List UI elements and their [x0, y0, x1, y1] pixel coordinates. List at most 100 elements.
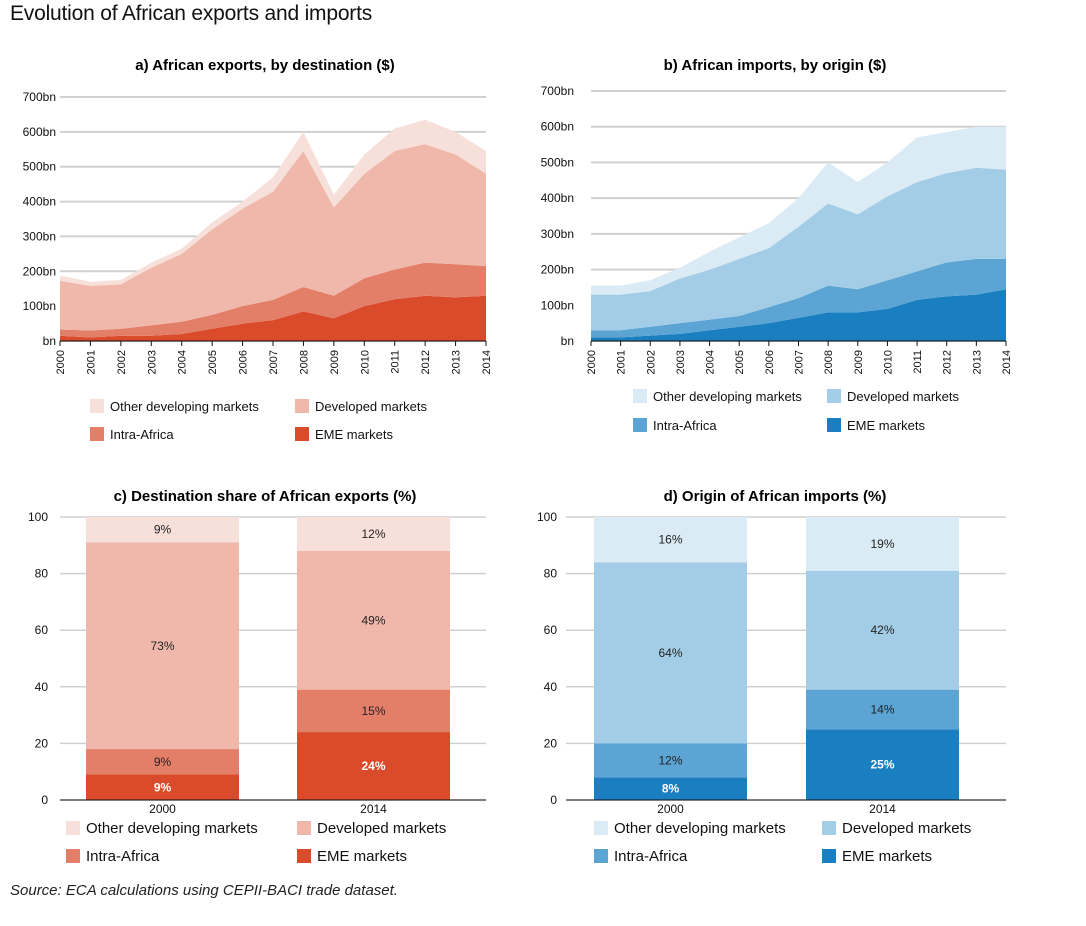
data-label-eme-markets-2014: 24% — [361, 759, 385, 773]
x-tick-label: 2004 — [705, 350, 717, 374]
legend-swatch-intra-africa — [66, 849, 80, 863]
y-tick-label: 0 — [41, 793, 48, 807]
area-eme-markets — [60, 295, 486, 341]
data-label-eme-markets-2014: 25% — [870, 758, 894, 772]
panel-c-destination-share: c) Destination share of African exports … — [28, 488, 486, 865]
bar-segment-other-developing-markets-2000 — [86, 517, 239, 543]
legend-label-other-developing-markets: Other developing markets — [614, 820, 786, 837]
bar-segment-developed-markets-2014 — [297, 550, 450, 690]
data-label-other-developing-markets-2000: 16% — [658, 533, 682, 547]
x-tick-label: 2007 — [794, 350, 806, 374]
source-note: Source: ECA calculations using CEPII-BAC… — [10, 882, 398, 899]
y-tick-label: 400bn — [23, 195, 56, 209]
x-tick-label: 2003 — [146, 350, 158, 374]
area-intra-africa — [591, 258, 1006, 338]
panel-b-imports-by-origin: b) African imports, by origin ($) bn 100bn… — [541, 57, 1013, 433]
legend-label-developed-markets: Developed markets — [315, 399, 427, 414]
bar-segment-developed-markets-2000 — [594, 562, 747, 744]
data-label-other-developing-markets-2014: 19% — [870, 537, 894, 551]
legend-label-developed-markets: Developed markets — [317, 820, 446, 837]
y-tick-label: 40 — [544, 680, 558, 694]
y-tick-label: 500bn — [23, 160, 56, 174]
legend-label-other-developing-markets: Other developing markets — [86, 820, 258, 837]
legend-swatch-other-developing-markets — [66, 821, 80, 835]
bar-segment-intra-africa-2000 — [594, 743, 747, 778]
legend-label-eme-markets: EME markets — [847, 418, 926, 433]
bar-segment-eme-markets-2014 — [297, 732, 450, 800]
x-tick-label: 2010 — [359, 350, 371, 374]
x-tick-label: 2000 — [55, 350, 67, 374]
legend-label-intra-africa: Intra-Africa — [110, 427, 174, 442]
panel-title: c) Destination share of African exports … — [114, 488, 417, 505]
y-tick-label: bn — [43, 334, 56, 348]
legend-swatch-developed-markets — [822, 821, 836, 835]
x-tick-label: 2011 — [390, 350, 402, 374]
x-tick-label: 2006 — [764, 350, 776, 374]
x-tick-label: 2004 — [177, 350, 189, 374]
x-category-label: 2014 — [360, 802, 387, 816]
x-tick-label: 2013 — [971, 350, 983, 374]
legend-label-eme-markets: EME markets — [315, 427, 394, 442]
x-category-label: 2000 — [657, 802, 684, 816]
x-tick-label: 2000 — [586, 350, 598, 374]
y-tick-label: 500bn — [541, 155, 574, 169]
y-tick-label: 200bn — [23, 264, 56, 278]
data-label-developed-markets-2000: 64% — [658, 646, 682, 660]
data-label-eme-markets-2000: 9% — [154, 780, 172, 794]
y-tick-label: 600bn — [23, 125, 56, 139]
x-tick-label: 2009 — [853, 350, 865, 374]
y-tick-label: 600bn — [541, 120, 574, 134]
y-tick-label: 80 — [35, 567, 49, 581]
panel-d-origin-share: d) Origin of African imports (%) 0 20 40 60 8… — [537, 488, 1006, 865]
x-tick-label: 2001 — [616, 350, 628, 374]
data-label-intra-africa-2000: 12% — [658, 753, 682, 767]
legend-label-eme-markets: EME markets — [842, 848, 932, 865]
y-tick-label: 300bn — [541, 227, 574, 241]
x-category-label: 2014 — [869, 802, 896, 816]
x-tick-label: 2005 — [207, 350, 219, 374]
legend-swatch-intra-africa — [594, 849, 608, 863]
y-tick-label: 200bn — [541, 263, 574, 277]
legend-swatch-intra-africa — [633, 418, 647, 432]
y-tick-label: 40 — [35, 680, 49, 694]
y-tick-label: 0 — [550, 793, 557, 807]
x-tick-label: 2001 — [85, 350, 97, 374]
bar-segment-eme-markets-2000 — [86, 774, 239, 800]
x-tick-label: 2012 — [942, 350, 954, 374]
panel-title: a) African exports, by destination ($) — [135, 57, 395, 74]
x-tick-label: 2014 — [481, 350, 493, 374]
legend-swatch-intra-africa — [90, 427, 104, 441]
data-label-intra-africa-2000: 9% — [154, 755, 172, 769]
y-tick-label: 80 — [544, 567, 558, 581]
data-label-developed-markets-2000: 73% — [150, 639, 174, 653]
area-developed-markets — [591, 167, 1006, 331]
bar-segment-intra-africa-2000 — [86, 749, 239, 775]
data-label-other-developing-markets-2014: 12% — [361, 527, 385, 541]
x-tick-label: 2014 — [1001, 350, 1013, 374]
y-tick-label: 400bn — [541, 191, 574, 205]
area-developed-markets — [60, 144, 486, 331]
data-label-eme-markets-2000: 8% — [662, 782, 680, 796]
x-tick-label: 2002 — [645, 350, 657, 374]
x-tick-label: 2008 — [823, 350, 835, 374]
area-eme-markets — [591, 289, 1006, 341]
legend-swatch-developed-markets — [827, 389, 841, 403]
data-label-other-developing-markets-2000: 9% — [154, 523, 172, 537]
data-label-intra-africa-2014: 14% — [870, 702, 894, 716]
y-tick-label: 100bn — [23, 299, 56, 313]
x-tick-label: 2009 — [329, 350, 341, 374]
x-category-label: 2000 — [149, 802, 176, 816]
page-title: Evolution of African exports and imports — [10, 2, 373, 25]
legend-swatch-developed-markets — [297, 821, 311, 835]
legend-label-developed-markets: Developed markets — [842, 820, 971, 837]
x-tick-label: 2003 — [675, 350, 687, 374]
y-tick-label: 60 — [35, 623, 49, 637]
data-label-intra-africa-2014: 15% — [361, 704, 385, 718]
legend-swatch-other-developing-markets — [90, 399, 104, 413]
y-tick-label: 700bn — [23, 90, 56, 104]
data-label-developed-markets-2014: 42% — [870, 623, 894, 637]
panel-title: b) African imports, by origin ($) — [664, 57, 887, 74]
y-tick-label: 20 — [35, 736, 49, 750]
x-tick-label: 2002 — [116, 350, 128, 374]
